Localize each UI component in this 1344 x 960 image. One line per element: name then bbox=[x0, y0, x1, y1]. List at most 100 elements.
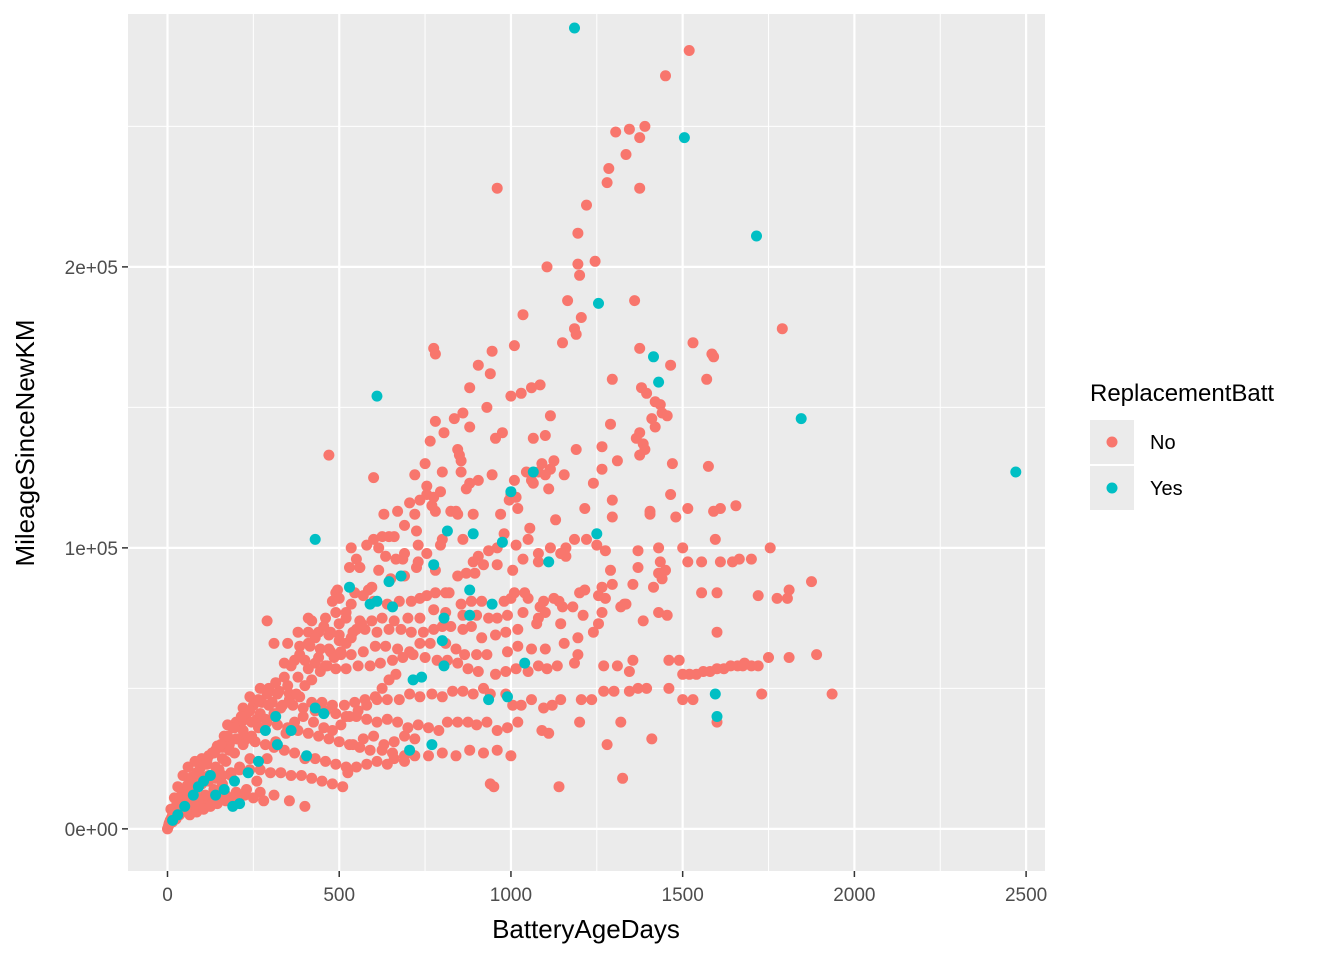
data-point-no bbox=[371, 755, 383, 767]
data-point-no bbox=[323, 733, 335, 745]
data-point-no bbox=[289, 716, 301, 728]
data-point-no bbox=[376, 682, 388, 694]
data-point-no bbox=[268, 637, 280, 649]
data-point-no bbox=[524, 522, 536, 534]
data-point-no bbox=[570, 328, 582, 340]
data-point-no bbox=[423, 722, 434, 734]
data-point-no bbox=[666, 458, 678, 470]
data-point-no bbox=[275, 702, 287, 714]
data-point-yes bbox=[543, 556, 555, 568]
data-point-no bbox=[457, 623, 469, 635]
data-point-no bbox=[527, 477, 539, 489]
data-point-no bbox=[783, 584, 795, 596]
data-point-no bbox=[361, 713, 373, 725]
data-point-no bbox=[237, 725, 249, 736]
data-point-no bbox=[399, 730, 410, 742]
data-point-yes bbox=[438, 660, 450, 672]
data-point-no bbox=[438, 427, 450, 439]
data-point-no bbox=[357, 590, 369, 602]
data-point-no bbox=[464, 382, 476, 394]
data-point-no bbox=[670, 511, 682, 523]
data-point-no bbox=[390, 553, 402, 565]
data-point-no bbox=[587, 477, 599, 489]
data-point-no bbox=[505, 750, 517, 762]
data-point-no bbox=[309, 632, 321, 644]
data-point-no bbox=[555, 618, 567, 630]
data-point-no bbox=[411, 562, 422, 573]
data-point-no bbox=[297, 711, 309, 722]
data-point-no bbox=[306, 772, 318, 784]
data-point-no bbox=[486, 469, 498, 481]
data-point-no bbox=[512, 623, 524, 635]
y-axis-title: MileageSinceNewKM bbox=[10, 319, 40, 566]
data-point-no bbox=[512, 716, 524, 728]
data-point-no bbox=[484, 368, 496, 380]
data-point-no bbox=[428, 491, 440, 503]
data-point-no bbox=[411, 525, 422, 537]
data-point-no bbox=[380, 550, 392, 562]
data-point-no bbox=[620, 149, 632, 160]
data-point-no bbox=[575, 694, 587, 706]
data-point-yes bbox=[467, 528, 479, 540]
y-tick-label: 2e+05 bbox=[65, 258, 118, 279]
data-point-no bbox=[259, 739, 271, 751]
data-point-no bbox=[644, 508, 656, 520]
data-point-no bbox=[393, 694, 405, 706]
data-point-no bbox=[574, 269, 586, 281]
data-point-no bbox=[539, 469, 551, 481]
data-point-no bbox=[433, 725, 445, 736]
data-point-yes bbox=[364, 598, 376, 610]
data-point-no bbox=[455, 466, 467, 478]
data-point-no bbox=[452, 716, 464, 728]
data-point-no bbox=[354, 562, 366, 573]
data-point-no bbox=[320, 612, 331, 624]
data-point-yes bbox=[395, 570, 407, 582]
data-point-no bbox=[345, 598, 357, 610]
data-point-no bbox=[326, 778, 338, 790]
data-point-yes bbox=[187, 789, 199, 801]
data-point-no bbox=[617, 772, 629, 784]
data-point-no bbox=[596, 607, 608, 618]
data-point-no bbox=[569, 657, 580, 669]
data-point-no bbox=[289, 747, 301, 759]
data-point-no bbox=[268, 789, 280, 801]
data-point-no bbox=[460, 567, 472, 579]
data-point-yes bbox=[192, 781, 204, 793]
data-point-yes bbox=[591, 528, 603, 540]
data-point-no bbox=[505, 390, 517, 402]
data-point-no bbox=[781, 592, 793, 604]
data-point-no bbox=[361, 699, 373, 711]
data-point-yes bbox=[569, 22, 580, 34]
data-point-no bbox=[764, 542, 776, 554]
data-point-no bbox=[261, 688, 273, 700]
data-point-no bbox=[445, 621, 457, 632]
data-point-no bbox=[491, 559, 503, 571]
data-point-no bbox=[318, 722, 330, 734]
data-points bbox=[162, 22, 1022, 835]
data-point-no bbox=[553, 595, 565, 607]
data-point-yes bbox=[464, 609, 476, 621]
data-point-no bbox=[326, 725, 338, 736]
data-point-no bbox=[569, 533, 580, 545]
data-point-no bbox=[654, 556, 666, 568]
data-point-no bbox=[544, 542, 556, 554]
data-point-yes bbox=[167, 814, 179, 826]
data-point-no bbox=[507, 699, 519, 711]
data-point-no bbox=[472, 359, 484, 371]
data-point-no bbox=[261, 615, 273, 627]
data-point-no bbox=[660, 70, 671, 82]
data-point-no bbox=[727, 556, 738, 568]
data-point-no bbox=[223, 744, 235, 756]
data-point-yes bbox=[210, 789, 222, 801]
data-point-no bbox=[282, 637, 294, 649]
data-point-no bbox=[572, 258, 584, 270]
data-point-no bbox=[491, 182, 503, 194]
data-point-no bbox=[314, 643, 326, 655]
data-point-no bbox=[598, 685, 610, 697]
data-point-no bbox=[532, 660, 544, 672]
data-point-no bbox=[285, 660, 297, 672]
data-point-no bbox=[323, 449, 335, 461]
data-point-no bbox=[687, 337, 699, 349]
data-point-no bbox=[527, 432, 539, 444]
data-point-no bbox=[663, 654, 675, 666]
